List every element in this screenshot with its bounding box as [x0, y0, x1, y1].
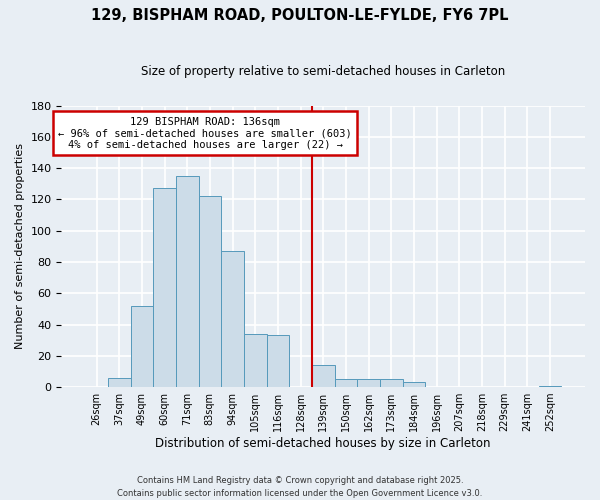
Bar	[539, 386, 561, 387]
Bar	[335, 380, 357, 387]
Y-axis label: Number of semi-detached properties: Number of semi-detached properties	[15, 144, 25, 350]
Bar	[176, 176, 199, 387]
Bar	[199, 196, 221, 387]
Bar	[312, 365, 335, 387]
Title: Size of property relative to semi-detached houses in Carleton: Size of property relative to semi-detach…	[141, 65, 505, 78]
Bar	[244, 334, 266, 387]
X-axis label: Distribution of semi-detached houses by size in Carleton: Distribution of semi-detached houses by …	[155, 437, 491, 450]
Text: 129 BISPHAM ROAD: 136sqm
← 96% of semi-detached houses are smaller (603)
4% of s: 129 BISPHAM ROAD: 136sqm ← 96% of semi-d…	[58, 116, 352, 150]
Text: Contains HM Land Registry data © Crown copyright and database right 2025.
Contai: Contains HM Land Registry data © Crown c…	[118, 476, 482, 498]
Text: 129, BISPHAM ROAD, POULTON-LE-FYLDE, FY6 7PL: 129, BISPHAM ROAD, POULTON-LE-FYLDE, FY6…	[91, 8, 509, 22]
Bar	[357, 380, 380, 387]
Bar	[403, 382, 425, 387]
Bar	[266, 336, 289, 387]
Bar	[221, 251, 244, 387]
Bar	[108, 378, 131, 387]
Bar	[380, 380, 403, 387]
Bar	[153, 188, 176, 387]
Bar	[131, 306, 153, 387]
